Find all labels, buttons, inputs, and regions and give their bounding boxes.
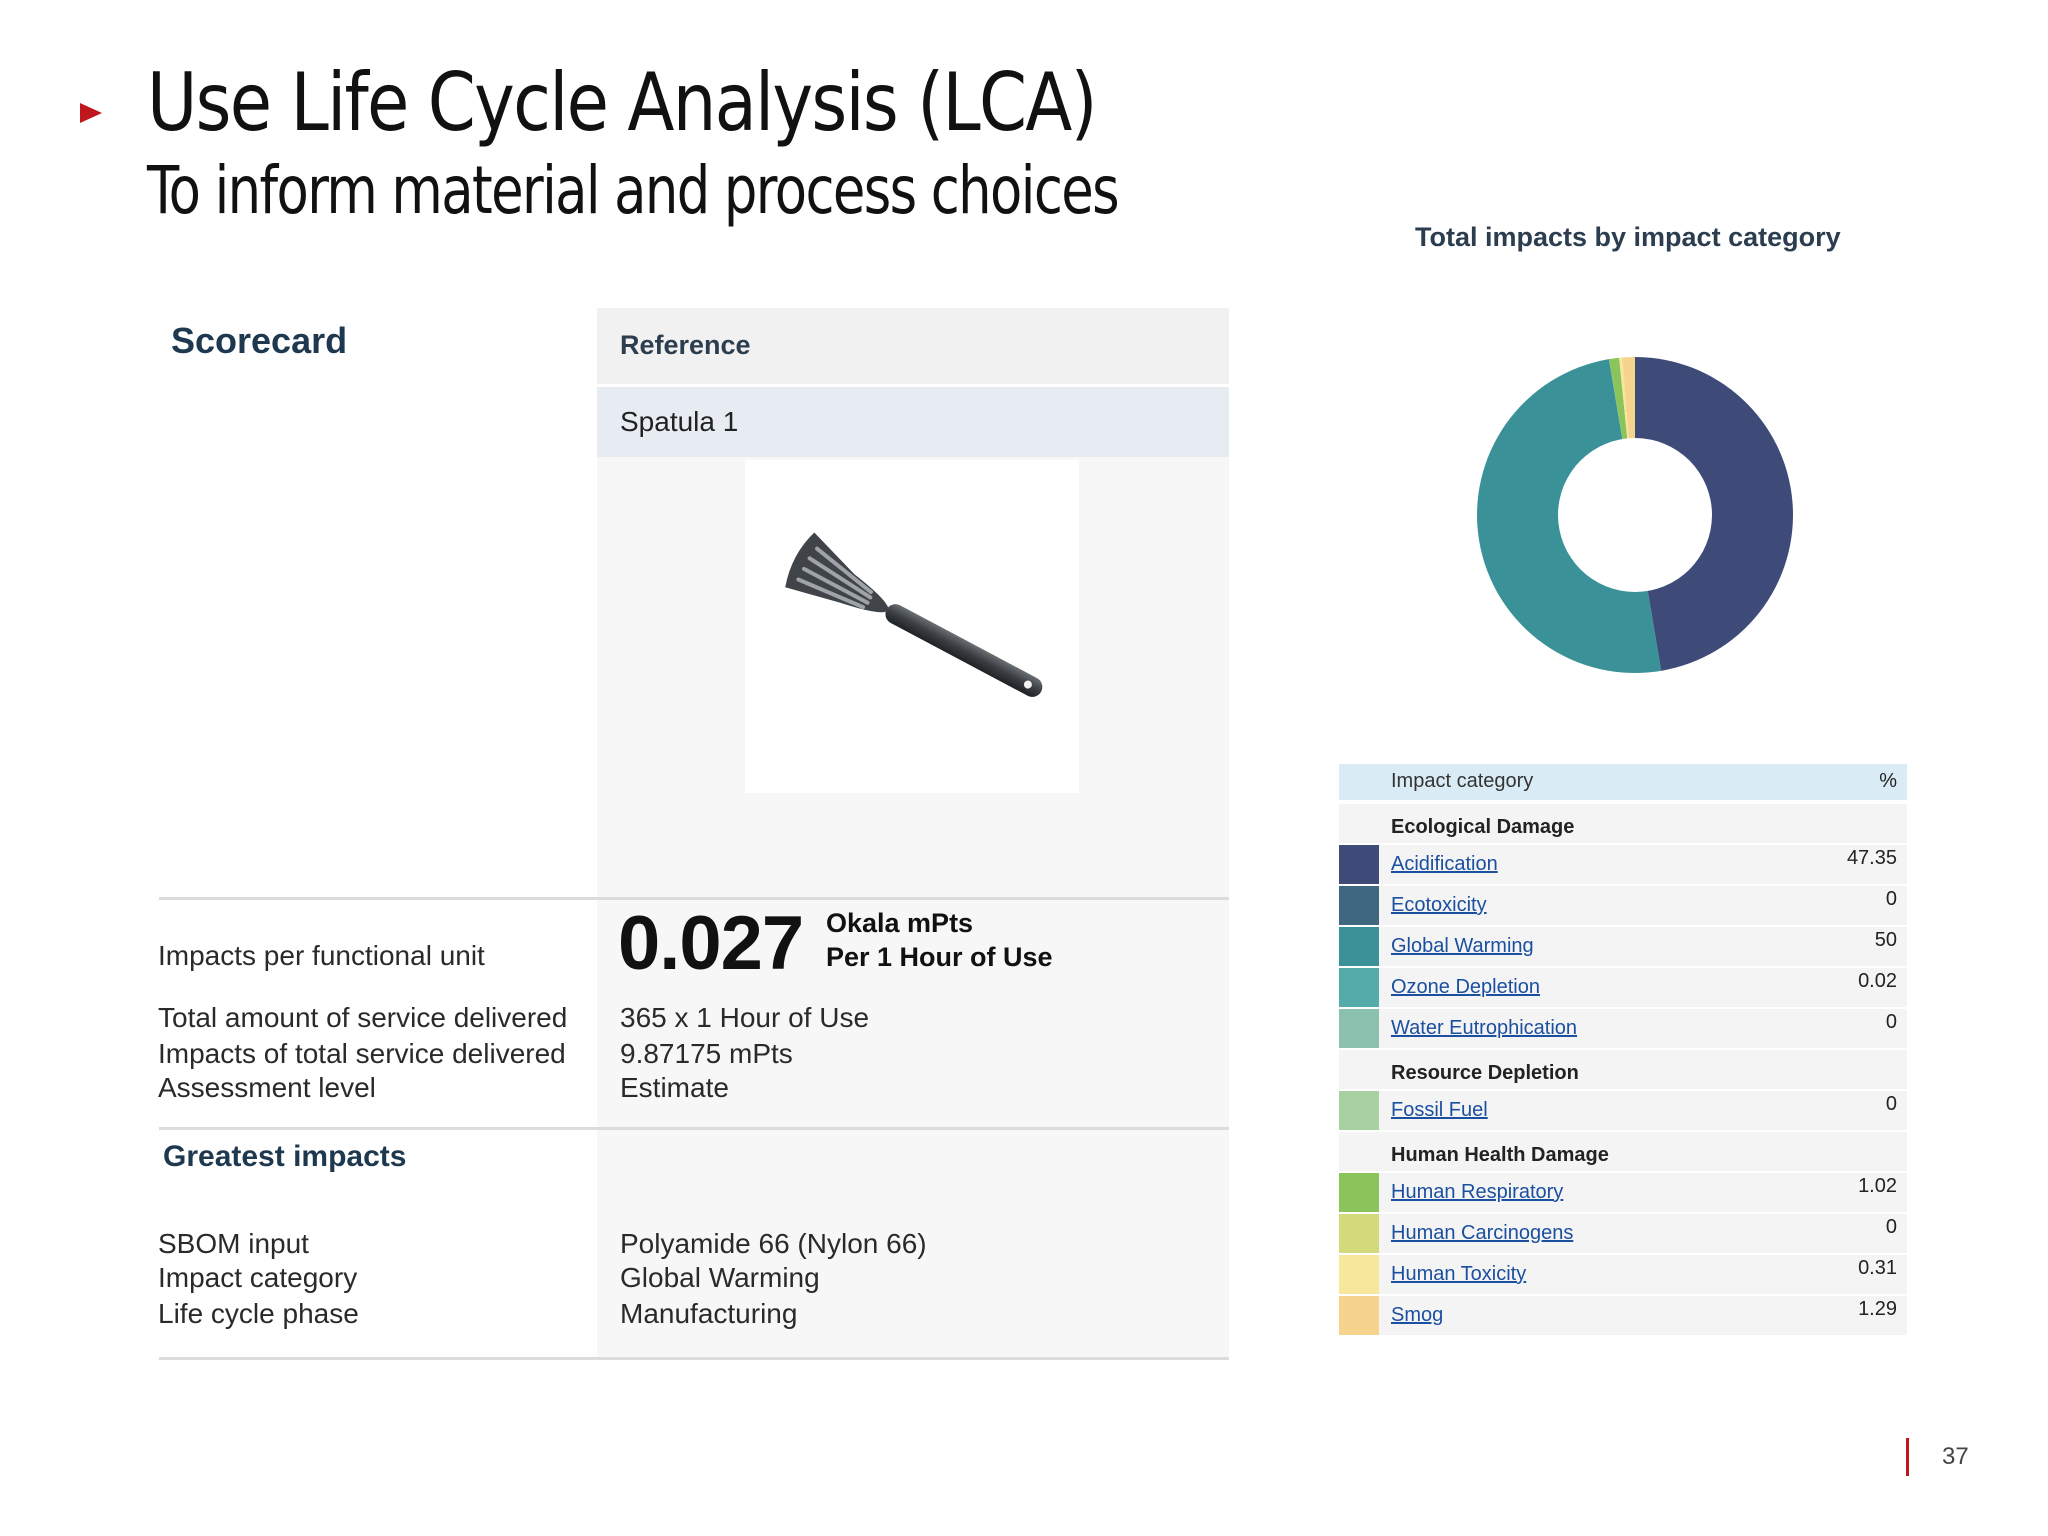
impact-group-name: Human Health Damage — [1391, 1144, 1609, 1166]
slide-title: Use Life Cycle Analysis (LCA) — [147, 56, 1097, 149]
impact-percent-value: 0 — [1885, 1093, 1897, 1115]
impact-category-link[interactable]: Fossil Fuel — [1391, 1099, 1488, 1121]
total-impacts-value: 9.87175 mPts — [620, 1038, 793, 1069]
impact-color-swatch — [1339, 1296, 1379, 1335]
impact-category-link[interactable]: Human Respiratory — [1391, 1181, 1564, 1203]
impact-percent-value: 0.31 — [1858, 1257, 1897, 1279]
divider — [159, 897, 1229, 900]
total-impacts-label: Impacts of total service delivered — [158, 1038, 566, 1069]
impact-color-swatch — [1339, 886, 1379, 925]
scorecard-heading: Scorecard — [171, 320, 348, 361]
assessment-level-value: Estimate — [620, 1072, 729, 1103]
impact-group-row: Resource Depletion — [1339, 1050, 1907, 1091]
impact-color-swatch — [1339, 1255, 1379, 1294]
percent-header: % — [1879, 770, 1897, 792]
impact-row: Acidification 47.35 — [1339, 845, 1907, 886]
product-image — [745, 460, 1079, 793]
impact-donut-chart — [1477, 357, 1794, 673]
impact-chart-title: Total impacts by impact category — [1415, 222, 1841, 252]
reference-header — [597, 308, 1229, 387]
impact-category-value: Global Warming — [620, 1262, 820, 1293]
impact-row: Human Respiratory 1.02 — [1339, 1173, 1907, 1214]
impact-category-link[interactable]: Human Carcinogens — [1391, 1222, 1574, 1244]
impact-group-name: Ecological Damage — [1391, 816, 1575, 838]
service-total-label: Total amount of service delivered — [158, 1002, 568, 1033]
impact-category-link[interactable]: Acidification — [1391, 853, 1498, 875]
impact-category-link[interactable]: Water Eutrophication — [1391, 1017, 1578, 1039]
slide-subtitle: To inform material and process choices — [147, 152, 1120, 229]
impact-percent-value: 0 — [1885, 888, 1897, 910]
page-divider-bar — [1906, 1438, 1909, 1476]
spatula-image — [785, 532, 1043, 697]
impact-color-swatch — [1339, 1173, 1379, 1212]
impact-color-swatch — [1339, 968, 1379, 1007]
impact-color-swatch — [1339, 845, 1379, 884]
impact-percent-value: 47.35 — [1846, 847, 1897, 869]
impact-row: Fossil Fuel 0 — [1339, 1091, 1907, 1132]
impact-percent-value: 0 — [1885, 1216, 1897, 1238]
bullet-triangle-icon — [80, 103, 102, 123]
impact-percent-value: 0.02 — [1858, 970, 1897, 992]
impact-row: Water Eutrophication 0 — [1339, 1009, 1907, 1050]
impact-color-swatch — [1339, 1214, 1379, 1253]
score-unit: Okala mPts — [826, 908, 974, 938]
page-number: 37 — [1942, 1443, 1969, 1470]
impact-category-header: Impact category — [1391, 770, 1534, 792]
divider — [159, 1357, 1229, 1360]
impact-percent-value: 1.02 — [1858, 1175, 1897, 1197]
impact-row: Ozone Depletion 0.02 — [1339, 968, 1907, 1009]
impact-percent-value: 50 — [1874, 929, 1897, 951]
donut-hole — [1558, 438, 1712, 592]
impact-percent-value: 0 — [1885, 1011, 1897, 1033]
sbom-input-label: SBOM input — [158, 1228, 309, 1259]
impact-table-header: Impact category % — [1339, 764, 1907, 800]
life-cycle-phase-value: Manufacturing — [620, 1298, 798, 1329]
assessment-level-label: Assessment level — [158, 1072, 376, 1103]
impact-group-row: Human Health Damage — [1339, 1132, 1907, 1173]
impact-color-swatch — [1339, 1091, 1379, 1130]
impact-row: Human Carcinogens 0 — [1339, 1214, 1907, 1255]
reference-product-row[interactable] — [597, 387, 1229, 457]
impact-row: Ecotoxicity 0 — [1339, 886, 1907, 927]
impact-row: Smog 1.29 — [1339, 1296, 1907, 1337]
impacts-per-unit-label: Impacts per functional unit — [158, 940, 485, 971]
impact-category-link[interactable]: Global Warming — [1391, 935, 1534, 957]
reference-label: Reference — [620, 330, 751, 360]
score-value: 0.027 — [618, 901, 804, 986]
impact-category-link[interactable]: Ecotoxicity — [1391, 894, 1487, 916]
impact-percent-value: 1.29 — [1858, 1298, 1897, 1320]
impact-category-label: Impact category — [158, 1262, 358, 1293]
sbom-input-value: Polyamide 66 (Nylon 66) — [620, 1228, 927, 1259]
product-name: Spatula 1 — [620, 406, 739, 437]
service-total-value: 365 x 1 Hour of Use — [620, 1002, 870, 1033]
impact-category-link[interactable]: Smog — [1391, 1304, 1444, 1326]
score-per: Per 1 Hour of Use — [826, 942, 1053, 972]
impact-category-link[interactable]: Ozone Depletion — [1391, 976, 1540, 998]
impact-color-swatch — [1339, 1009, 1379, 1048]
divider — [159, 1127, 1229, 1130]
life-cycle-phase-label: Life cycle phase — [158, 1298, 359, 1329]
impact-group-row: Ecological Damage — [1339, 804, 1907, 845]
impact-color-swatch — [1339, 927, 1379, 966]
impact-category-link[interactable]: Human Toxicity — [1391, 1263, 1527, 1285]
impact-row: Human Toxicity 0.31 — [1339, 1255, 1907, 1296]
greatest-impacts-heading: Greatest impacts — [163, 1140, 407, 1173]
impact-group-name: Resource Depletion — [1391, 1062, 1579, 1084]
donut-slice — [1635, 357, 1794, 671]
impact-row: Global Warming 50 — [1339, 927, 1907, 968]
